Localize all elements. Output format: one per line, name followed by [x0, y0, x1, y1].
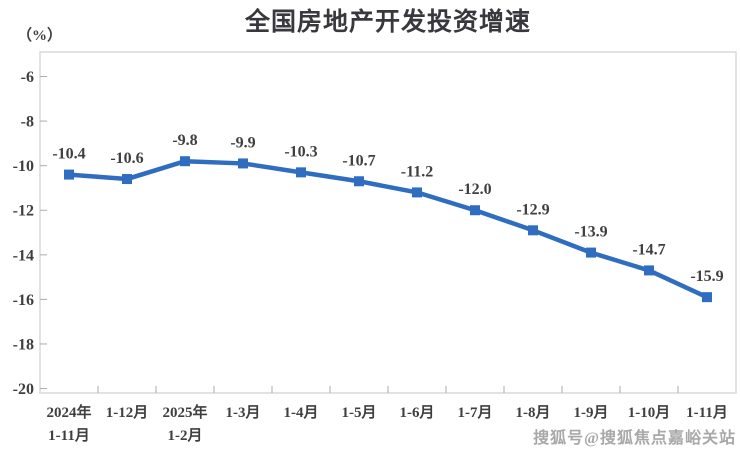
y-axis-tick-label: -6 [21, 69, 34, 86]
data-point-marker [470, 205, 480, 216]
data-point-label: -9.9 [230, 134, 255, 151]
data-point-marker [238, 158, 248, 169]
data-point-label: -12.0 [458, 181, 491, 198]
data-point-label: -14.7 [632, 241, 665, 258]
data-point-label: -13.9 [574, 224, 607, 241]
data-point-marker [644, 265, 654, 276]
data-point-marker [528, 225, 538, 236]
x-axis-label: 1-11月 [686, 404, 728, 421]
data-point-label: -12.9 [516, 201, 549, 218]
y-axis-tick-label: -12 [13, 203, 34, 220]
x-axis-label: 2024年 [46, 403, 91, 421]
x-axis-label: 1-12月 [106, 404, 149, 421]
x-axis-label: 1-2月 [168, 427, 203, 444]
watermark-text: 搜狐号@搜狐焦点嘉峪关站 [533, 430, 736, 447]
x-axis-label: 1-9月 [574, 404, 609, 421]
chart-title: 全国房地产开发投资增速 [244, 9, 531, 36]
data-point-marker [180, 156, 190, 167]
data-point-marker [64, 169, 74, 180]
data-point-label: -11.2 [401, 163, 433, 180]
y-axis-tick-label: -8 [21, 114, 34, 131]
y-axis-unit-label: （%） [17, 28, 63, 44]
data-point-label: -9.8 [172, 132, 197, 149]
x-axis-label: 1-6月 [400, 404, 435, 421]
data-point-marker [354, 176, 364, 187]
data-point-label: -10.7 [342, 152, 375, 169]
x-axis-label: 1-7月 [458, 404, 493, 421]
x-axis-label: 1-3月 [226, 404, 261, 421]
data-point-label: -15.9 [690, 268, 723, 285]
x-axis-label: 1-11月 [48, 427, 90, 444]
x-axis-label: 1-5月 [342, 404, 377, 421]
x-axis-label: 1-8月 [516, 404, 551, 421]
x-axis-label: 1-4月 [284, 404, 319, 421]
data-point-label: -10.3 [284, 143, 317, 160]
y-axis-tick-label: -18 [13, 336, 34, 353]
data-point-marker [296, 167, 306, 178]
y-axis-tick-label: -10 [13, 158, 34, 175]
data-point-label: -10.4 [52, 146, 85, 163]
x-axis-label: 1-10月 [628, 404, 671, 421]
data-point-marker [122, 174, 132, 185]
y-axis-tick-label: -20 [13, 381, 34, 398]
series-line [66, 158, 710, 300]
data-point-label: -10.6 [110, 150, 143, 167]
x-axis-label: 2025年 [162, 403, 207, 421]
y-axis-tick-label: -14 [13, 247, 34, 264]
data-point-marker [412, 187, 422, 198]
data-point-marker [702, 292, 712, 303]
data-point-marker [586, 247, 596, 258]
plot-border [39, 51, 737, 394]
y-axis-tick-label: -16 [13, 292, 34, 309]
